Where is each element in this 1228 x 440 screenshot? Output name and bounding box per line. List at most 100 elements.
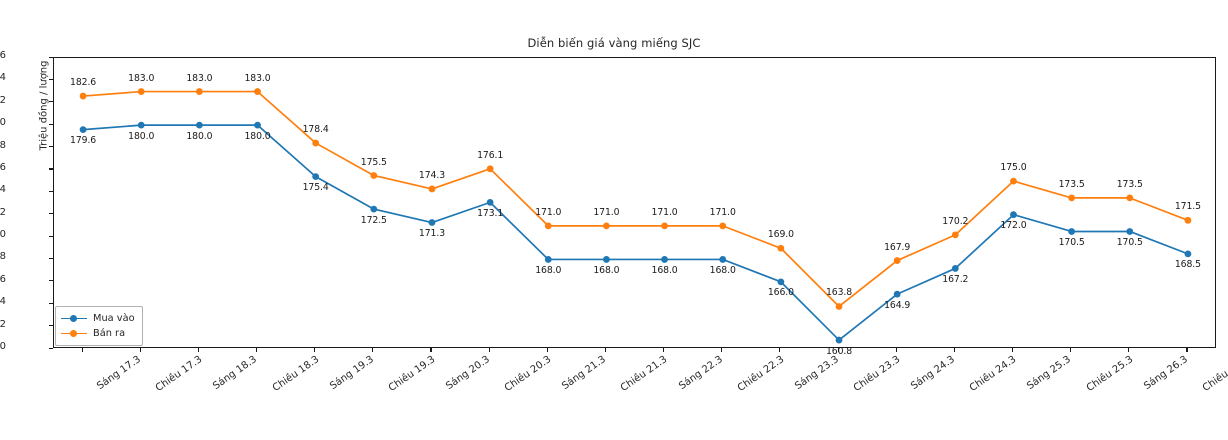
data-point-marker[interactable] [603, 222, 610, 230]
x-tick-mark [837, 348, 839, 352]
chart-title: Diễn biến giá vàng miếng SJC [527, 36, 701, 50]
y-tick-mark [49, 78, 53, 80]
y-axis-label: Triệu đồng / lượng [38, 60, 50, 151]
data-point-label: 178.4 [302, 124, 329, 136]
data-point-label: 172.0 [1000, 220, 1027, 232]
y-tick-mark [49, 280, 53, 282]
data-point-label: 168.0 [709, 264, 736, 276]
data-point-marker[interactable] [312, 173, 320, 181]
data-point-marker[interactable] [544, 256, 552, 263]
data-point-label: 173.1 [477, 207, 504, 219]
data-point-label: 171.0 [535, 206, 562, 218]
y-tick-mark [49, 168, 53, 170]
data-point-marker[interactable] [777, 244, 785, 252]
data-point-marker[interactable] [893, 257, 901, 264]
data-point-marker[interactable] [1010, 177, 1017, 185]
y-tick-mark [49, 257, 53, 260]
data-point-label: 170.5 [1116, 236, 1143, 248]
data-point-marker[interactable] [195, 121, 203, 129]
data-point-label: 173.5 [1116, 178, 1143, 190]
x-tick-mark [895, 348, 897, 352]
data-point-marker[interactable] [661, 222, 668, 230]
data-point-marker[interactable] [661, 256, 668, 263]
data-point-label: 171.0 [709, 206, 736, 218]
data-point-label: 183.0 [128, 72, 155, 84]
data-point-label: 175.4 [302, 182, 329, 194]
data-point-marker[interactable] [137, 121, 145, 129]
legend-swatch-icon [61, 314, 87, 324]
y-tick-mark [49, 302, 53, 304]
data-point-marker[interactable] [1068, 228, 1076, 235]
data-point-marker[interactable] [951, 231, 959, 239]
y-tick-mark [49, 235, 53, 237]
data-point-marker[interactable] [544, 222, 552, 230]
legend-item-1[interactable]: Mua vào [61, 311, 135, 326]
chart-legend[interactable]: Mua vào Bán ra [55, 306, 143, 346]
data-point-label: 173.5 [1058, 178, 1085, 190]
data-point-marker[interactable] [137, 88, 145, 95]
x-tick-label: Chiều 18.3 [270, 354, 321, 395]
x-tick-mark [197, 348, 199, 352]
x-tick-mark [953, 348, 955, 352]
y-tick-label: 162 [0, 318, 6, 330]
data-point-marker[interactable] [1126, 228, 1134, 235]
data-point-marker[interactable] [428, 219, 436, 226]
y-tick-label: 182 [0, 94, 6, 106]
x-tick-label: Chiều 25.3 [1084, 354, 1135, 395]
x-tick-mark [256, 348, 258, 352]
data-point-marker[interactable] [1068, 194, 1076, 202]
data-point-label: 182.6 [70, 77, 97, 89]
data-point-marker[interactable] [428, 185, 436, 193]
data-point-marker[interactable] [1010, 211, 1017, 219]
data-point-marker[interactable] [312, 139, 320, 147]
data-point-marker[interactable] [370, 205, 378, 213]
data-point-marker[interactable] [719, 256, 727, 263]
y-tick-label: 176 [0, 161, 6, 173]
x-tick-mark [139, 348, 141, 352]
data-point-marker[interactable] [777, 278, 785, 286]
data-point-marker[interactable] [254, 121, 261, 129]
legend-item-label: Bán ra [93, 327, 126, 339]
y-tick-mark [49, 56, 53, 58]
data-point-marker[interactable] [195, 88, 203, 95]
x-tick-mark [1070, 348, 1072, 352]
x-tick-mark [430, 348, 432, 352]
y-tick-label: 160 [0, 341, 6, 352]
y-tick-label: 180 [0, 117, 6, 129]
x-tick-mark [1186, 348, 1188, 352]
data-point-marker[interactable] [951, 265, 959, 272]
data-point-marker[interactable] [719, 222, 727, 230]
x-tick-label: Sáng 18.3 [211, 354, 260, 393]
x-tick-mark [779, 348, 781, 352]
data-point-marker[interactable] [603, 256, 610, 263]
x-tick-mark [372, 348, 374, 352]
data-point-marker[interactable] [835, 336, 843, 344]
data-point-marker[interactable] [254, 88, 261, 95]
data-point-label: 171.3 [418, 228, 446, 240]
data-point-label: 167.2 [942, 273, 969, 285]
x-tick-mark [314, 348, 316, 352]
y-tick-label: 168 [0, 251, 6, 263]
x-tick-mark [488, 348, 490, 352]
legend-item-2[interactable]: Bán ra [61, 326, 135, 341]
data-point-label: 171.0 [651, 206, 678, 218]
data-point-label: 175.5 [360, 156, 387, 168]
legend-swatch-icon [61, 329, 87, 339]
y-tick-label: 166 [0, 273, 6, 285]
data-point-marker[interactable] [486, 198, 494, 206]
data-point-marker[interactable] [486, 165, 494, 173]
x-tick-label: Sáng 26.3 [1141, 354, 1190, 393]
data-point-marker[interactable] [1184, 216, 1192, 224]
data-point-marker[interactable] [893, 290, 901, 298]
data-point-marker[interactable] [1184, 250, 1192, 258]
data-point-marker[interactable] [835, 303, 843, 310]
data-point-label: 176.1 [477, 149, 504, 161]
data-point-marker[interactable] [79, 126, 87, 134]
x-tick-label: Sáng 23.3 [793, 354, 841, 393]
data-point-label: 183.0 [244, 72, 271, 84]
data-point-label: 180.0 [128, 130, 155, 142]
y-tick-label: 184 [0, 72, 6, 84]
data-point-marker[interactable] [1126, 194, 1134, 202]
data-point-marker[interactable] [370, 172, 378, 179]
data-point-marker[interactable] [79, 92, 87, 100]
